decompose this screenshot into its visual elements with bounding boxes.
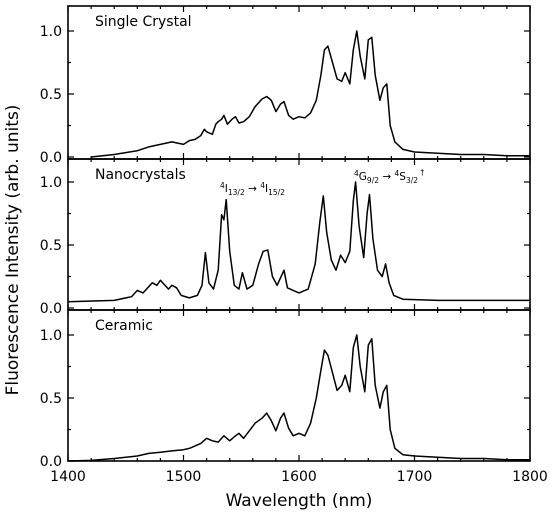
x-tick-label: 1600 (281, 469, 317, 485)
y-tick-label: 0.0 (40, 301, 62, 317)
panel-label: Single Crystal (95, 14, 192, 30)
transition-annotation: 4I13/2 → 4I15/2 (220, 181, 285, 197)
panels: 0.0 0.5 1.0 Single Crystal 0.0 0.5 1.0 Nanocrys… (40, 5, 531, 470)
spectrum-line (67, 334, 530, 462)
transition-annotation: 4G9/2 → 4S3/2 † (354, 168, 424, 185)
panel-label: Nanocrystals (95, 167, 186, 183)
x-tick-label: 1400 (50, 469, 86, 485)
panel-3: 0.0 0.5 1.0 Ceramic (40, 309, 531, 470)
y-tick-label: 0.0 (40, 454, 62, 470)
y-axis-title: Fluorescence Intensity (arb. units) (3, 105, 23, 396)
x-tick-label: 1700 (397, 469, 433, 485)
x-axis: 1400 1500 1600 1700 1800 (50, 469, 548, 485)
x-tick-label: 1500 (166, 469, 202, 485)
y-tick-label: 0.0 (40, 150, 62, 166)
spectrum-line (67, 181, 530, 303)
x-axis-title: Wavelength (nm) (226, 491, 373, 511)
panel-label: Ceramic (95, 318, 153, 334)
y-tick-label: 1.0 (40, 24, 62, 40)
y-tick-label: 0.5 (40, 391, 62, 407)
y-tick-label: 0.5 (40, 87, 62, 103)
y-tick-label: 0.5 (40, 238, 62, 254)
x-tick-label: 1800 (512, 469, 548, 485)
y-tick-label: 1.0 (40, 175, 62, 191)
spectrum-line (91, 30, 530, 158)
panel-2: 0.0 0.5 1.0 Nanocrystals 4I13/2 → 4I15/2 4G9/… (40, 158, 531, 317)
y-tick-label: 1.0 (40, 328, 62, 344)
panel-1: 0.0 0.5 1.0 Single Crystal (40, 5, 531, 166)
